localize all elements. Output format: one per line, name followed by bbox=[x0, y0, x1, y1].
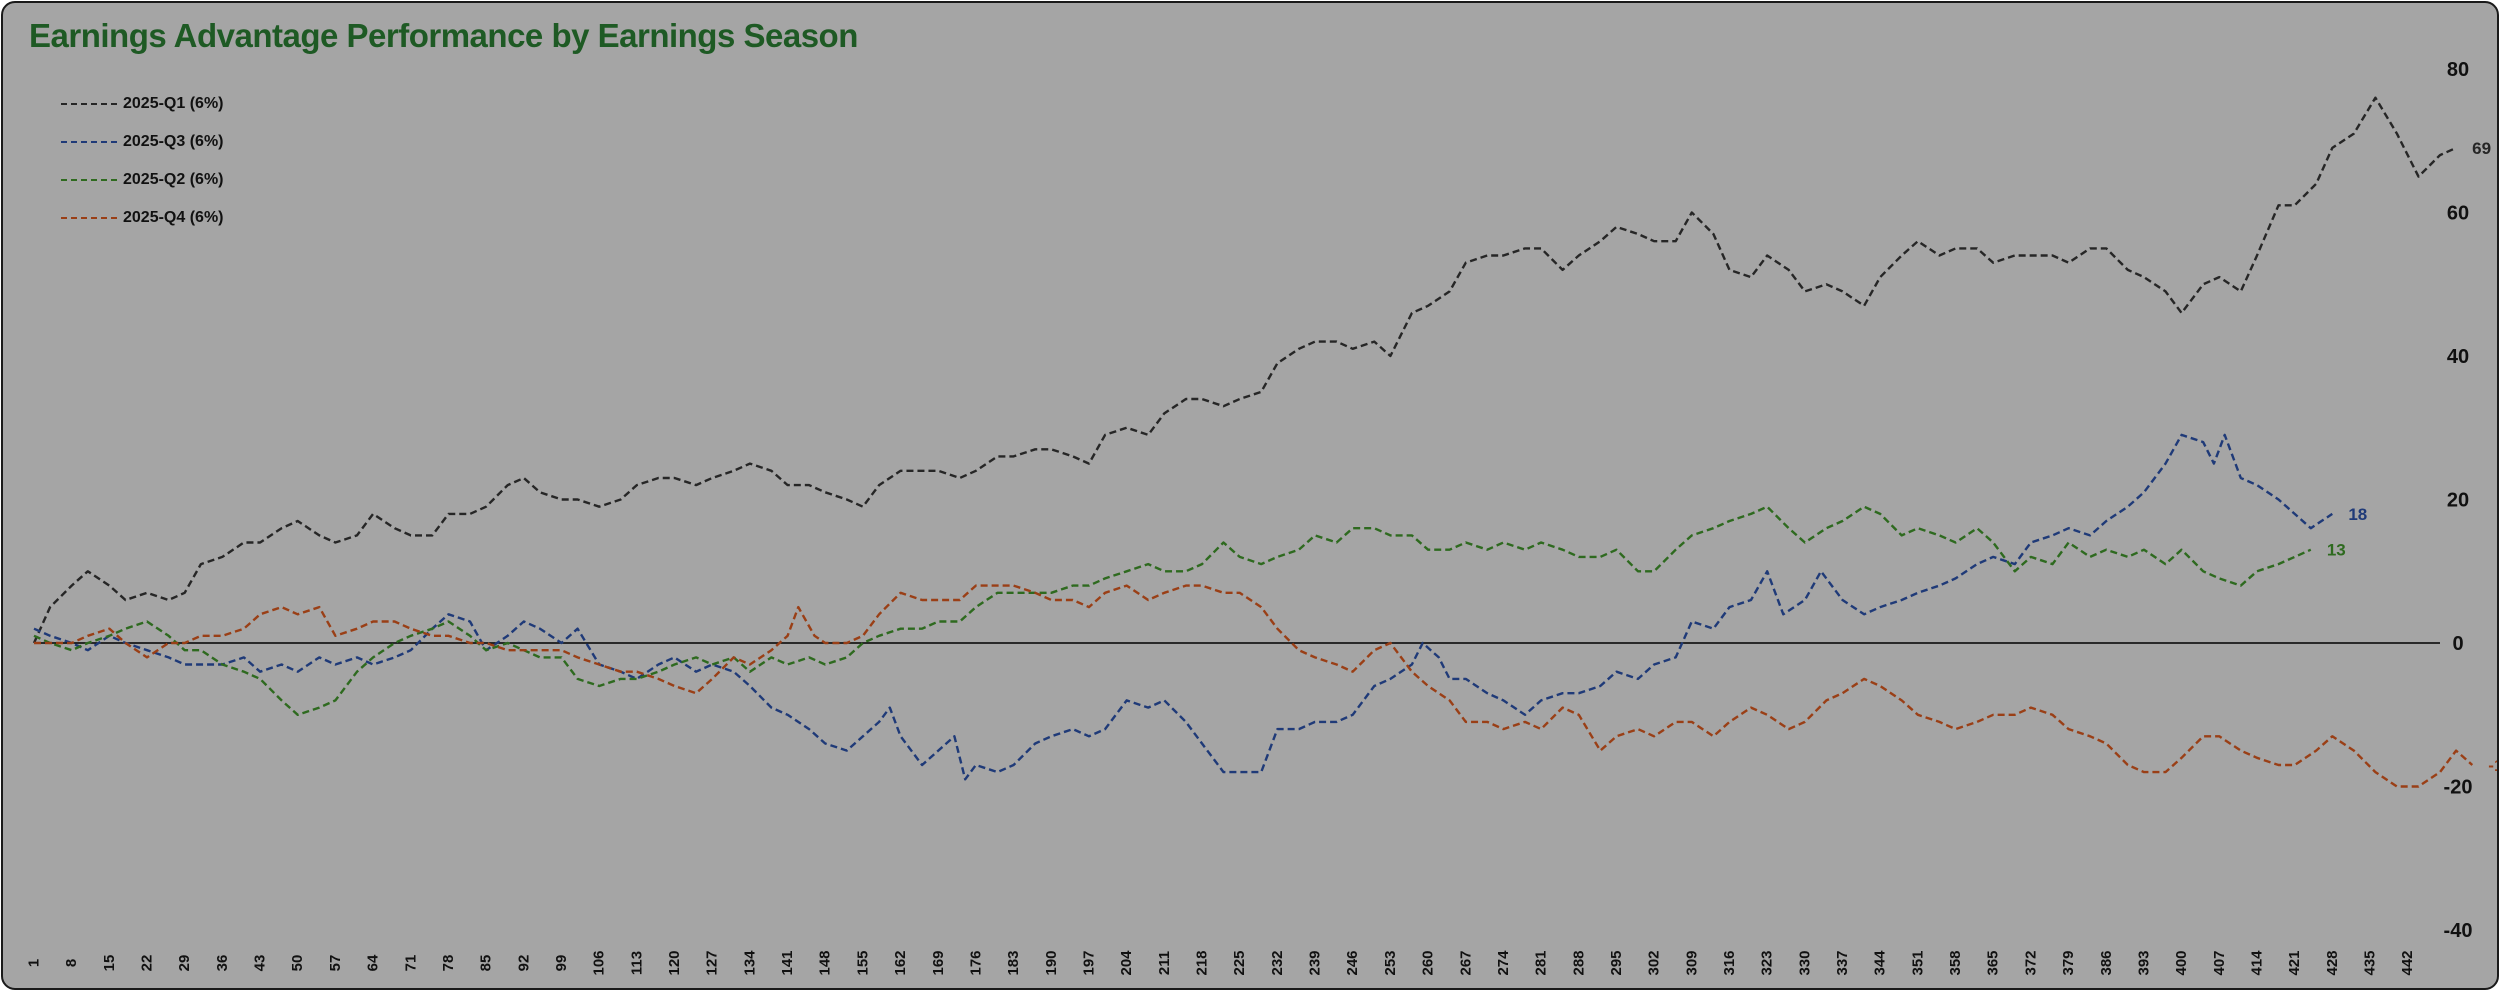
chart-title: Earnings Advantage Performance by Earnin… bbox=[29, 17, 858, 54]
x-tick-label: 393 bbox=[2135, 950, 2152, 975]
legend-label: 2025-Q2 (6%) bbox=[123, 171, 224, 188]
y-tick-label: 80 bbox=[2447, 59, 2469, 81]
y-tick-label: 60 bbox=[2447, 203, 2469, 225]
x-tick-label: 92 bbox=[515, 955, 532, 972]
series-line-1 bbox=[32, 96, 2457, 644]
legend-item: 2025-Q4 (6%) bbox=[61, 199, 224, 237]
x-tick-label: 302 bbox=[1646, 950, 1663, 975]
x-tick-label: 15 bbox=[101, 955, 118, 972]
series-line-3 bbox=[33, 505, 2312, 716]
legend: 2025-Q1 (6%) 2025-Q3 (6%) 2025-Q2 (6%) 2025… bbox=[61, 85, 224, 237]
y-tick-label: 40 bbox=[2447, 346, 2469, 368]
x-tick-label: 372 bbox=[2022, 950, 2039, 975]
x-tick-label: 22 bbox=[139, 955, 156, 972]
y-tick-label: 0 bbox=[2452, 633, 2463, 655]
x-tick-label: 190 bbox=[1043, 950, 1060, 975]
x-tick-label: 99 bbox=[553, 955, 570, 972]
x-tick-label: 50 bbox=[289, 955, 306, 972]
x-tick-label: 57 bbox=[327, 955, 344, 972]
x-tick-label: 260 bbox=[1420, 950, 1437, 975]
x-tick-label: 288 bbox=[1570, 950, 1587, 975]
x-tick-label: 337 bbox=[1834, 950, 1851, 975]
x-tick-label: 78 bbox=[440, 955, 457, 972]
x-tick-label: 351 bbox=[1909, 950, 1926, 975]
legend-item: 2025-Q3 (6%) bbox=[61, 123, 224, 161]
legend-swatch bbox=[61, 217, 117, 219]
x-tick-label: 316 bbox=[1721, 950, 1738, 975]
legend-item: 2025-Q2 (6%) bbox=[61, 161, 224, 199]
series-line-2 bbox=[33, 433, 2333, 781]
legend-swatch bbox=[61, 141, 117, 143]
x-tick-label: 330 bbox=[1796, 950, 1813, 975]
x-tick-label: 176 bbox=[967, 950, 984, 975]
x-tick-label: 29 bbox=[176, 955, 193, 972]
legend-label: 2025-Q3 (6%) bbox=[123, 133, 224, 150]
x-tick-label: 358 bbox=[1947, 950, 1964, 975]
x-tick-label: 323 bbox=[1759, 950, 1776, 975]
x-tick-label: 379 bbox=[2060, 950, 2077, 975]
x-tick-label: 435 bbox=[2362, 950, 2379, 975]
legend-label: 2025-Q4 (6%) bbox=[123, 209, 224, 226]
x-tick-label: 43 bbox=[252, 955, 269, 972]
x-tick-label: 239 bbox=[1307, 950, 1324, 975]
x-tick-label: 246 bbox=[1344, 950, 1361, 975]
x-tick-label: 442 bbox=[2399, 950, 2416, 975]
x-tick-label: 225 bbox=[1231, 950, 1248, 975]
x-tick-label: 295 bbox=[1608, 950, 1625, 975]
x-tick-label: 365 bbox=[1985, 950, 2002, 975]
series-end-label: 13 bbox=[2327, 541, 2346, 560]
x-tick-label: 281 bbox=[1533, 950, 1550, 975]
x-tick-label: 421 bbox=[2286, 950, 2303, 975]
x-tick-label: 407 bbox=[2211, 950, 2228, 975]
x-tick-label: 113 bbox=[628, 951, 645, 975]
legend-swatch bbox=[61, 103, 117, 105]
x-tick-label: 71 bbox=[402, 955, 419, 972]
x-tick-label: 386 bbox=[2098, 950, 2115, 975]
x-tick-label: 428 bbox=[2324, 950, 2341, 975]
x-tick-label: 1 bbox=[26, 959, 43, 967]
y-tick-label: -40 bbox=[2444, 920, 2473, 942]
x-tick-label: 267 bbox=[1457, 950, 1474, 975]
y-tick-label: -20 bbox=[2444, 777, 2473, 799]
x-tick-label: 155 bbox=[854, 950, 871, 975]
legend-item: 2025-Q1 (6%) bbox=[61, 85, 224, 123]
x-tick-label: 197 bbox=[1080, 950, 1097, 975]
x-tick-label: 183 bbox=[1005, 950, 1022, 975]
x-tick-label: 162 bbox=[892, 950, 909, 975]
x-tick-label: 414 bbox=[2248, 950, 2265, 976]
x-tick-label: 85 bbox=[478, 955, 495, 972]
x-tick-label: 106 bbox=[591, 950, 608, 975]
legend-label: 2025-Q1 (6%) bbox=[123, 95, 224, 112]
x-tick-label: 204 bbox=[1118, 950, 1135, 976]
x-tick-label: 218 bbox=[1194, 950, 1211, 975]
x-tick-label: 344 bbox=[1872, 950, 1889, 976]
x-tick-label: 232 bbox=[1269, 950, 1286, 975]
x-tick-label: 36 bbox=[214, 955, 231, 972]
y-tick-label: 20 bbox=[2447, 490, 2469, 512]
x-tick-label: 274 bbox=[1495, 950, 1512, 976]
series-end-label: 18 bbox=[2348, 505, 2367, 524]
x-tick-label: 169 bbox=[930, 950, 947, 975]
x-tick-label: 309 bbox=[1683, 950, 1700, 975]
x-tick-label: 8 bbox=[63, 959, 80, 967]
x-tick-label: 127 bbox=[704, 950, 721, 975]
x-tick-label: 253 bbox=[1382, 950, 1399, 975]
x-tick-label: 400 bbox=[2173, 950, 2190, 975]
x-tick-label: 141 bbox=[779, 950, 796, 975]
series-end-label: 69 bbox=[2472, 139, 2491, 158]
series-line-4 bbox=[34, 584, 2474, 788]
x-tick-label: 120 bbox=[666, 950, 683, 975]
series-end-label: -17 bbox=[2488, 756, 2497, 775]
x-tick-label: 134 bbox=[741, 950, 758, 976]
legend-swatch bbox=[61, 179, 117, 181]
x-tick-label: 64 bbox=[365, 954, 382, 971]
x-tick-label: 211 bbox=[1156, 951, 1173, 975]
x-tick-label: 148 bbox=[817, 950, 834, 975]
